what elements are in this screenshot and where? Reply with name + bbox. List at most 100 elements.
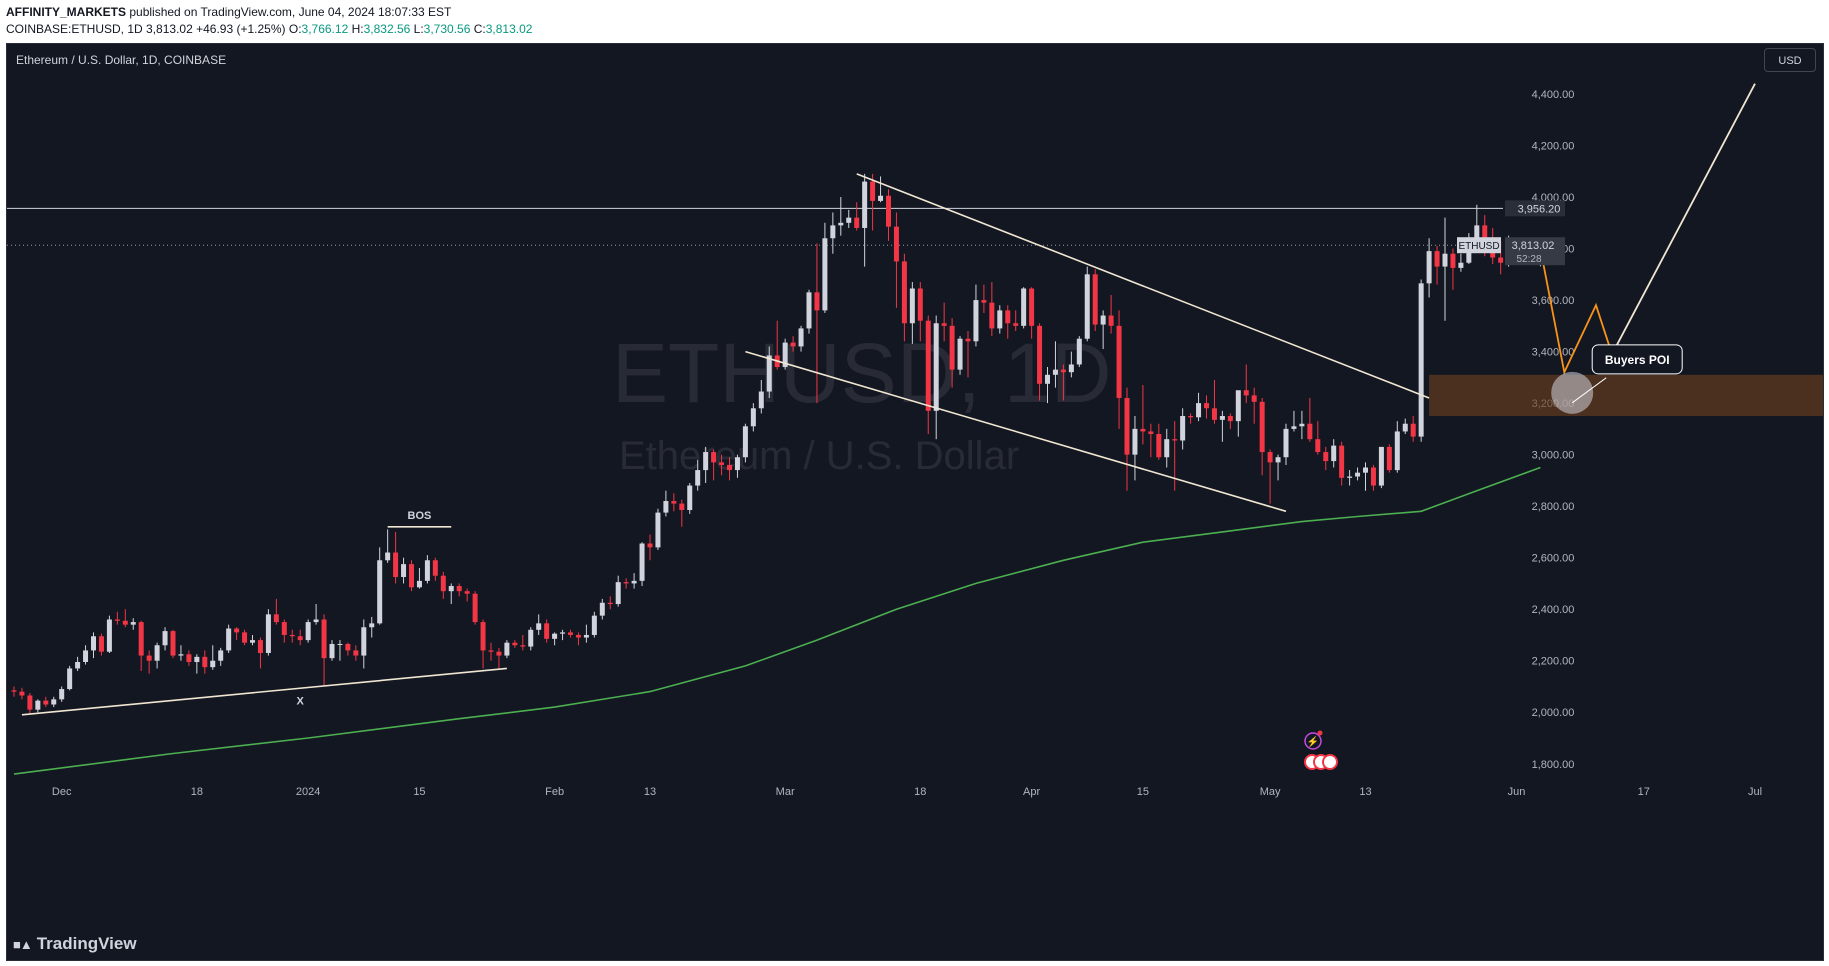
- candle: [758, 391, 764, 409]
- candle: [59, 689, 65, 700]
- tradingview-logo-icon: ■▲: [13, 936, 33, 952]
- candle: [1116, 325, 1122, 398]
- countdown-label: 52:28: [1516, 254, 1541, 265]
- candle: [1426, 251, 1432, 284]
- candle: [305, 622, 311, 641]
- candle: [1029, 288, 1035, 326]
- x-tick-label: 18: [191, 786, 203, 798]
- candle: [1021, 288, 1027, 326]
- candle: [432, 560, 438, 576]
- candle: [250, 640, 255, 643]
- author-name[interactable]: AFFINITY_MARKETS: [6, 5, 126, 19]
- symbol-info-line: COINBASE:ETHUSD, 1D 3,813.02 +46.93 (+1.…: [6, 22, 532, 36]
- candle: [1235, 390, 1241, 422]
- low-value: 3,730.56: [423, 22, 471, 36]
- candle: [138, 622, 144, 656]
- candle: [917, 288, 923, 321]
- candle: [631, 580, 637, 584]
- candle: [75, 662, 81, 669]
- candle: [297, 636, 303, 641]
- candle: [1331, 445, 1337, 462]
- candle: [560, 632, 566, 634]
- candle: [130, 622, 136, 625]
- candle: [1251, 395, 1257, 402]
- candle: [719, 462, 725, 465]
- y-tick-label: 2,000.00: [1532, 707, 1575, 719]
- poi-callout-box: [1591, 344, 1683, 375]
- candle: [909, 288, 915, 324]
- moving-average-line: [13, 466, 1541, 775]
- candle: [1076, 338, 1082, 365]
- candle: [782, 342, 788, 368]
- x-tick-label: 15: [1137, 786, 1149, 798]
- candle: [1013, 323, 1019, 326]
- candle: [607, 602, 613, 605]
- price-change: +46.93 (+1.25%): [196, 22, 286, 36]
- candle: [1307, 423, 1313, 440]
- candle: [416, 580, 422, 588]
- candle: [122, 620, 128, 625]
- candle: [591, 615, 597, 635]
- horizontal-level-label: 3,956.20: [1518, 203, 1561, 215]
- publish-info: AFFINITY_MARKETS published on TradingVie…: [6, 5, 451, 19]
- candle: [1458, 262, 1464, 268]
- candle: [1339, 445, 1345, 478]
- last-price-tag-value: 3,813.02: [1512, 240, 1555, 252]
- candle: [1315, 439, 1321, 453]
- candle: [822, 238, 828, 311]
- candle: [623, 582, 629, 584]
- candle: [512, 642, 518, 646]
- trendline-lower-channel: [745, 350, 1287, 513]
- x-tick-label: 13: [1359, 786, 1371, 798]
- open-value: 3,766.12: [301, 22, 349, 36]
- candle: [1211, 408, 1217, 420]
- price-chart[interactable]: ETHUSD, 1D Ethereum / U.S. Dollar 1,800.00…: [7, 44, 1823, 960]
- candle: [870, 181, 876, 201]
- x-tick-label: Jun: [1508, 786, 1526, 798]
- candle: [1482, 225, 1488, 239]
- candle: [1037, 325, 1043, 384]
- candle: [1227, 416, 1233, 422]
- y-tick-label: 2,600.00: [1532, 553, 1575, 565]
- candle: [1355, 472, 1361, 477]
- x-tick-label: 17: [1638, 786, 1650, 798]
- candle: [337, 643, 343, 645]
- candle: [520, 645, 526, 647]
- candle: [1283, 428, 1289, 458]
- candle: [750, 408, 756, 427]
- candle: [210, 660, 216, 668]
- x-tick-label: 13: [644, 786, 656, 798]
- candle: [989, 302, 995, 329]
- annotation-x: X: [297, 696, 305, 708]
- candle: [162, 631, 168, 646]
- x-tick-label: 18: [914, 786, 926, 798]
- candle: [35, 700, 41, 710]
- candle: [106, 619, 112, 652]
- candle: [1005, 310, 1011, 324]
- candle: [1291, 426, 1297, 429]
- close-label: C:: [473, 22, 486, 36]
- brand-name: TradingView: [36, 934, 137, 953]
- candle: [1386, 446, 1392, 471]
- chart-panel[interactable]: ETHUSD, 1D Ethereum / U.S. Dollar 1,800.00…: [6, 43, 1824, 961]
- candle: [1172, 439, 1178, 441]
- candle: [1267, 452, 1273, 463]
- notification-dot-icon: [1317, 730, 1323, 736]
- candle: [687, 485, 693, 511]
- candle: [703, 452, 709, 471]
- candle: [893, 226, 899, 262]
- candle: [154, 645, 160, 661]
- candle: [544, 623, 550, 639]
- x-tick-label: 15: [413, 786, 425, 798]
- y-tick-label: 2,800.00: [1532, 501, 1575, 513]
- tradingview-logo[interactable]: ■▲ TradingView: [13, 934, 137, 954]
- candle: [1410, 423, 1416, 437]
- candle: [1402, 423, 1408, 432]
- candle: [377, 560, 383, 624]
- currency-button[interactable]: USD: [1764, 48, 1816, 72]
- candle: [798, 328, 804, 347]
- trendline-upper-channel: [856, 173, 1430, 399]
- candle: [218, 650, 224, 661]
- chart-legend: Ethereum / U.S. Dollar, 1D, COINBASE: [16, 53, 227, 67]
- symbol-tag: [1457, 237, 1501, 254]
